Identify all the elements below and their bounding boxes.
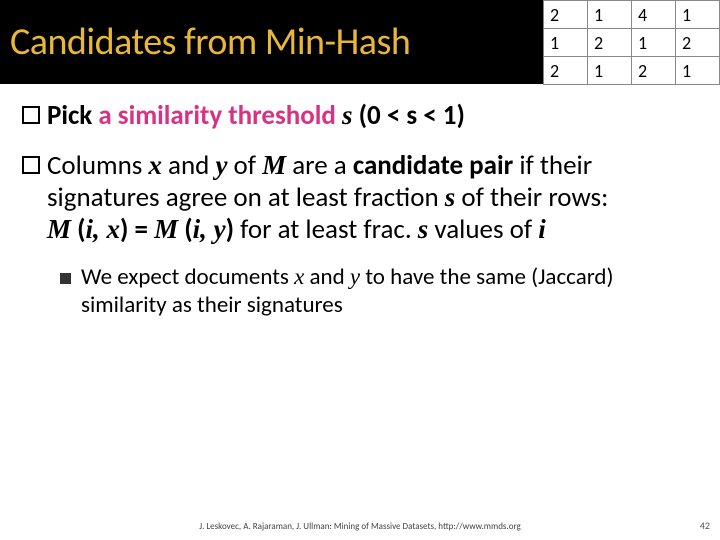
- matrix-cell: 1: [588, 57, 632, 85]
- slide-body: Pick a similarity threshold s (0 < s < 1…: [0, 84, 720, 320]
- matrix-cell: 2: [676, 29, 720, 57]
- text: We expect documents: [81, 263, 294, 291]
- highlight: a similarity threshold: [98, 99, 336, 132]
- matrix-cell: 1: [544, 29, 588, 57]
- text: (0 < s < 1): [353, 99, 465, 132]
- bullet-square-icon: [22, 106, 40, 124]
- signature-matrix: 214112122121: [543, 0, 720, 85]
- var-y: y: [350, 264, 360, 289]
- eq: i, x: [86, 214, 121, 244]
- var-x: x: [294, 264, 304, 289]
- var-x: x: [148, 150, 162, 180]
- text: and: [162, 149, 216, 182]
- eq: (: [178, 213, 193, 246]
- matrix-row: 2141: [544, 1, 720, 29]
- matrix-cell: 2: [544, 57, 588, 85]
- text: of their rows:: [455, 181, 608, 214]
- bullet-2-text: Columns x and y of M are a candidate pai…: [47, 150, 702, 246]
- text: Pick: [47, 99, 98, 132]
- page-number: 42: [700, 519, 710, 532]
- footer-citation: J. Leskovec, A. Rajaraman, J. Ullman: Mi…: [0, 521, 720, 532]
- sub-bullet: We expect documents x and y to have the …: [60, 263, 702, 319]
- matrix-row: 2121: [544, 57, 720, 85]
- eq: M: [47, 214, 71, 244]
- var-M: M: [262, 150, 286, 180]
- slide-title: Candidates from Min-Hash: [10, 19, 410, 65]
- matrix-cell: 4: [632, 1, 676, 29]
- text: are a: [286, 149, 353, 182]
- matrix-cell: 2: [588, 29, 632, 57]
- eq: M: [154, 214, 178, 244]
- var-s: s: [342, 100, 353, 130]
- matrix-body: 214112122121: [544, 1, 720, 85]
- matrix-cell: 2: [632, 57, 676, 85]
- matrix-cell: 2: [544, 1, 588, 29]
- bullet-1: Pick a similarity threshold s (0 < s < 1…: [22, 100, 702, 132]
- eq: i, y: [193, 214, 226, 244]
- eq: ): [226, 213, 241, 246]
- bullet-square-icon: [22, 156, 40, 174]
- matrix-row: 1212: [544, 29, 720, 57]
- matrix-cell: 1: [588, 1, 632, 29]
- sub-bullet-text: We expect documents x and y to have the …: [81, 263, 702, 319]
- sub-bullet-square-icon: [60, 273, 71, 284]
- eq: (: [71, 213, 86, 246]
- var-s: s: [418, 214, 429, 244]
- var-s: s: [445, 182, 456, 212]
- text: values of: [428, 213, 538, 246]
- var-i: i: [538, 214, 546, 244]
- bullet-2: Columns x and y of M are a candidate pai…: [22, 150, 702, 246]
- text: of: [227, 149, 262, 182]
- matrix-cell: 1: [676, 1, 720, 29]
- var-y: y: [215, 150, 227, 180]
- eq: ) =: [120, 213, 154, 246]
- text: and: [304, 263, 350, 291]
- bullet-1-text: Pick a similarity threshold s (0 < s < 1…: [47, 100, 465, 132]
- candidate-pair: candidate pair: [353, 149, 513, 182]
- text: for at least frac.: [240, 213, 418, 246]
- text: Columns: [47, 149, 148, 182]
- matrix-cell: 1: [632, 29, 676, 57]
- matrix-cell: 1: [676, 57, 720, 85]
